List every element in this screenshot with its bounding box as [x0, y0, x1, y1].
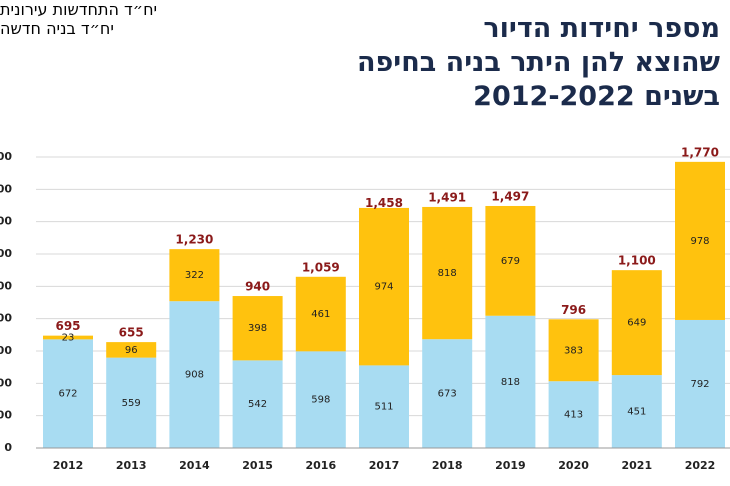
- x-tick-label: 2015: [242, 459, 273, 472]
- bar-segment: [43, 335, 93, 340]
- total-label: 940: [245, 280, 270, 294]
- segment-label: 679: [501, 256, 520, 267]
- total-label: 1,100: [618, 254, 656, 268]
- segment-label: 598: [311, 395, 330, 406]
- x-tick-label: 2017: [369, 459, 400, 472]
- total-label: 1,458: [365, 196, 403, 210]
- y-tick-label: 0: [4, 441, 12, 454]
- title: מספר יחידות הדיור שהוצא להן היתר בניה בח…: [357, 12, 720, 114]
- bar-segment: [359, 365, 409, 448]
- x-tick-label: 2018: [432, 459, 463, 472]
- segment-label: 461: [311, 309, 330, 320]
- segment-label: 511: [374, 402, 393, 413]
- segment-label: 672: [58, 389, 77, 400]
- x-tick-label: 2021: [621, 459, 652, 472]
- segment-label: 383: [564, 345, 583, 356]
- y-tick-label: 1,600: [0, 182, 12, 195]
- y-tick-label: 1,200: [0, 247, 12, 260]
- bar-segment: [485, 205, 536, 316]
- total-label: 1,497: [491, 189, 529, 203]
- bar-segment: [422, 339, 473, 448]
- segment-label: 542: [248, 399, 267, 410]
- y-tick-label: 400: [0, 376, 12, 389]
- bar-segment: [485, 315, 536, 448]
- bar-segment: [106, 357, 157, 448]
- title-line: בשנים 2012-2022: [473, 81, 720, 112]
- bar-segment: [548, 381, 599, 448]
- x-tick-label: 2022: [685, 459, 716, 472]
- bar-segment: [295, 276, 346, 352]
- bar-segment: [422, 206, 473, 340]
- bar-segment: [232, 360, 283, 448]
- legend: יח״ד התחדשות עירונית יח״ד בניה חדשה: [0, 0, 730, 38]
- bar-segment: [359, 207, 409, 366]
- total-label: 1,059: [302, 260, 340, 274]
- segment-label: 451: [627, 407, 646, 418]
- x-tick-label: 2012: [53, 459, 84, 472]
- bar-segment: [675, 161, 725, 320]
- bar-segment: [611, 270, 662, 376]
- bar-segment: [169, 301, 220, 448]
- segment-label: 649: [627, 318, 646, 329]
- x-tick-label: 2014: [179, 459, 210, 472]
- x-tick-label: 2019: [495, 459, 526, 472]
- y-tick-label: 200: [0, 409, 12, 422]
- title-line: שהוצא להן היתר בניה בחיפה: [357, 47, 720, 78]
- segment-label: 559: [122, 398, 141, 409]
- y-tick-label: 800: [0, 312, 12, 325]
- bar-segment: [106, 342, 157, 358]
- bar-segment: [675, 319, 725, 448]
- y-tick-label: 1,400: [0, 215, 12, 228]
- y-tick-label: 600: [0, 344, 12, 357]
- title-line: מספר יחידות הדיור: [483, 13, 720, 44]
- legend-label: יח״ד בניה חדשה: [0, 19, 114, 38]
- y-tick-label: 1,800: [0, 150, 12, 163]
- segment-label: 673: [438, 389, 457, 400]
- bar-segment: [43, 339, 93, 448]
- segment-label: 818: [501, 377, 520, 388]
- total-label: 796: [561, 303, 586, 317]
- total-label: 695: [55, 319, 80, 333]
- total-label: 655: [119, 326, 144, 340]
- segment-label: 398: [248, 323, 267, 334]
- total-label: 1,491: [428, 190, 466, 204]
- x-tick-label: 2013: [116, 459, 147, 472]
- segment-label: 322: [185, 270, 204, 281]
- bar-segment: [169, 249, 220, 302]
- segment-label: 908: [185, 370, 204, 381]
- total-label: 1,770: [681, 145, 719, 159]
- total-label: 1,230: [175, 233, 213, 247]
- bar-segment: [548, 319, 599, 382]
- segment-label: 974: [374, 282, 393, 293]
- segment-label: 792: [690, 379, 709, 390]
- segment-label: 978: [690, 236, 709, 247]
- y-tick-label: 1,000: [0, 279, 12, 292]
- x-tick-label: 2020: [558, 459, 589, 472]
- segment-label: 23: [62, 333, 75, 344]
- segment-label: 96: [125, 345, 138, 356]
- bar-segment: [611, 375, 662, 448]
- x-tick-label: 2016: [305, 459, 336, 472]
- legend-label: יח״ד התחדשות עירונית: [0, 0, 158, 19]
- segment-label: 413: [564, 410, 583, 421]
- bar-segment: [295, 351, 346, 448]
- bar-segment: [232, 296, 283, 361]
- segment-label: 818: [438, 268, 457, 279]
